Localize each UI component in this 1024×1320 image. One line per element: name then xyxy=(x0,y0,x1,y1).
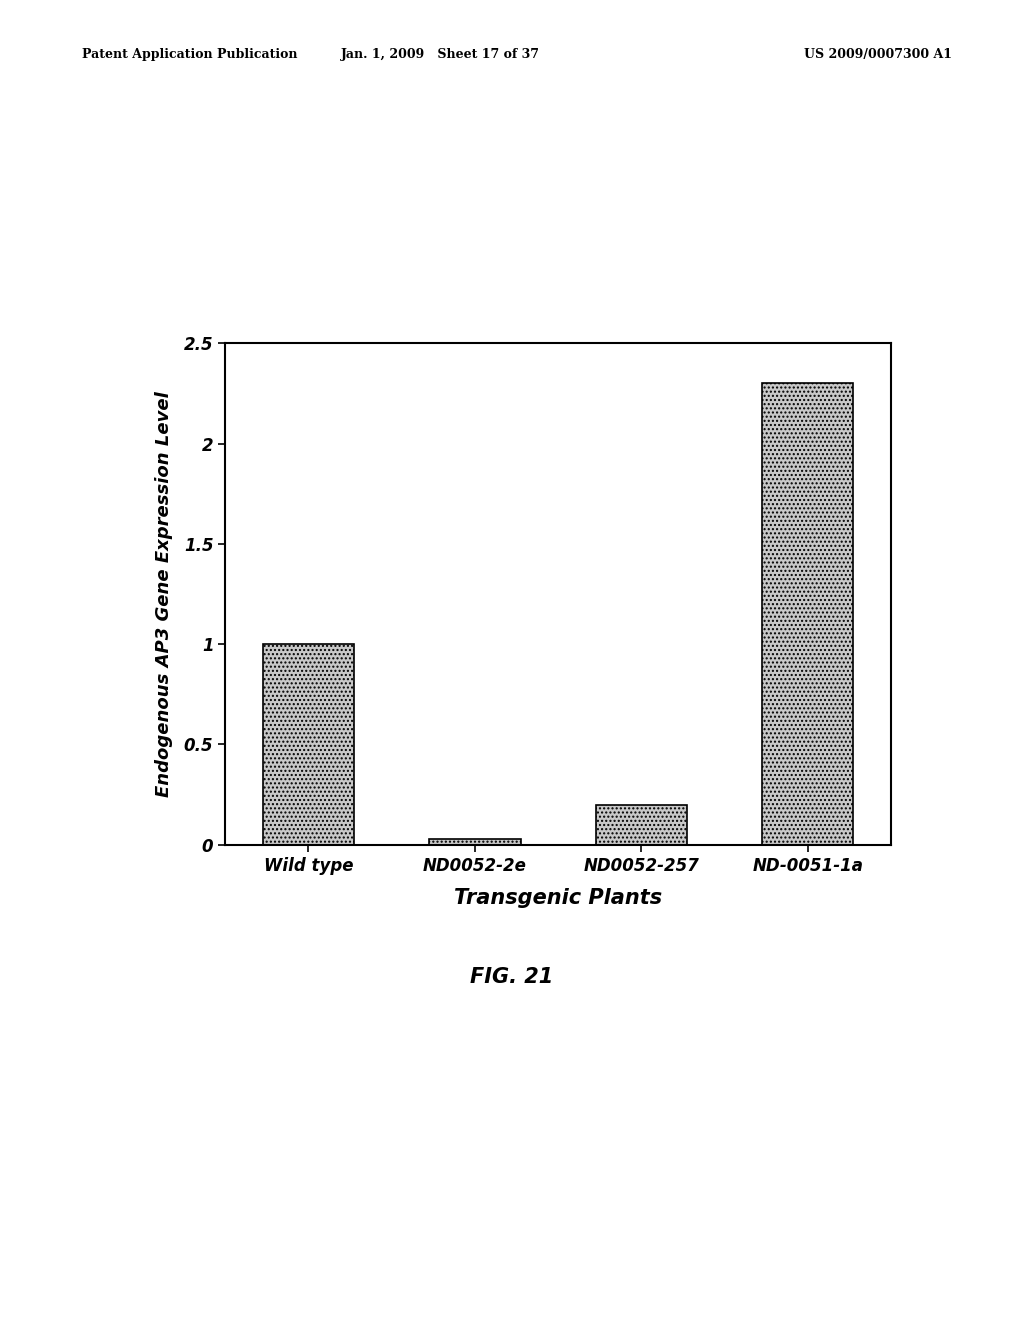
X-axis label: Transgenic Plants: Transgenic Plants xyxy=(454,888,663,908)
Bar xyxy=(263,644,354,845)
Text: US 2009/0007300 A1: US 2009/0007300 A1 xyxy=(804,48,952,61)
Text: Patent Application Publication: Patent Application Publication xyxy=(82,48,297,61)
Text: FIG. 21: FIG. 21 xyxy=(470,966,554,987)
Bar xyxy=(429,838,520,845)
Bar xyxy=(762,383,853,845)
Y-axis label: Endogenous AP3 Gene Expression Level: Endogenous AP3 Gene Expression Level xyxy=(155,391,173,797)
Text: Jan. 1, 2009   Sheet 17 of 37: Jan. 1, 2009 Sheet 17 of 37 xyxy=(341,48,540,61)
Bar xyxy=(596,805,687,845)
